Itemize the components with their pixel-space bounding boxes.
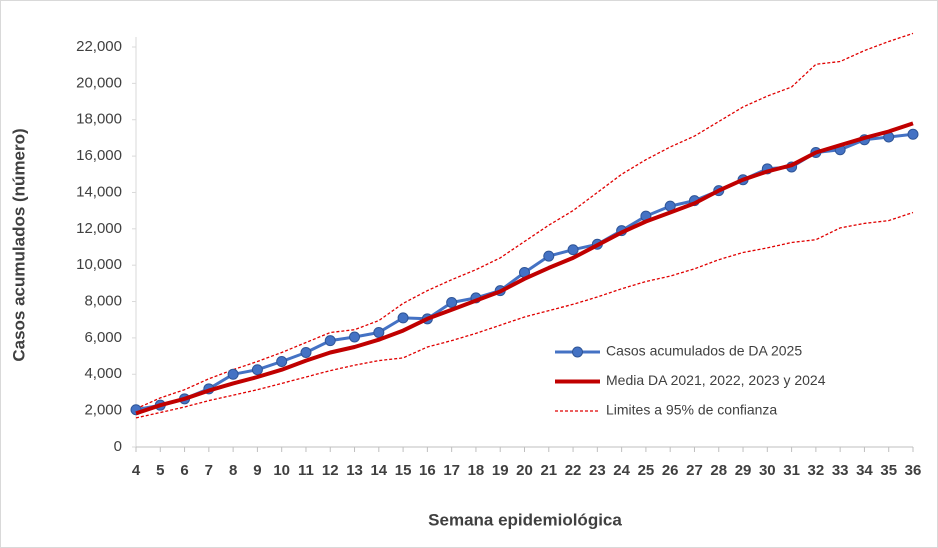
x-tick-label: 23 xyxy=(589,462,606,479)
x-tick-label: 10 xyxy=(273,462,290,479)
series-marker xyxy=(276,356,288,368)
legend-label: Limites a 95% de confianza xyxy=(606,402,777,418)
y-tick-label: 2,000 xyxy=(84,402,122,419)
x-tick-label: 12 xyxy=(322,462,339,479)
x-tick-label: 6 xyxy=(180,462,188,479)
x-tick-label: 25 xyxy=(638,462,655,479)
y-axis-title: Casos acumulados (número) xyxy=(9,128,28,361)
series-line xyxy=(135,121,914,416)
x-tick-label: 27 xyxy=(686,462,703,479)
y-tick-label: 4,000 xyxy=(84,365,122,382)
y-tick-label: 8,000 xyxy=(84,293,122,310)
x-tick-label: 31 xyxy=(783,462,800,479)
y-tick-label: 10,000 xyxy=(76,256,122,273)
y-tick-label: 0 xyxy=(114,438,122,455)
x-tick-label: 21 xyxy=(540,462,557,479)
series-marker xyxy=(300,346,312,358)
series-marker xyxy=(227,368,239,380)
series-marker xyxy=(397,312,409,324)
y-tick-label: 20,000 xyxy=(76,74,122,91)
legend-label: Media DA 2021, 2022, 2023 y 2024 xyxy=(606,372,826,388)
x-tick-label: 14 xyxy=(370,462,387,479)
x-tick-label: 22 xyxy=(565,462,582,479)
series-marker xyxy=(907,128,919,140)
x-tick-label: 20 xyxy=(516,462,533,479)
x-tick-label: 35 xyxy=(880,462,897,479)
y-tick-label: 18,000 xyxy=(76,111,122,128)
legend-label: Casos acumulados de DA 2025 xyxy=(606,343,802,359)
x-tick-label: 9 xyxy=(253,462,261,479)
y-tick-label: 12,000 xyxy=(76,220,122,237)
x-axis-title: Semana epidemiológica xyxy=(428,510,622,529)
series-marker xyxy=(373,326,385,338)
series-marker xyxy=(567,244,579,256)
x-tick-label: 8 xyxy=(229,462,237,479)
y-tick-label: 14,000 xyxy=(76,183,122,200)
x-tick-label: 5 xyxy=(156,462,164,479)
x-tick-label: 36 xyxy=(905,462,922,479)
x-tick-label: 29 xyxy=(735,462,752,479)
x-tick-label: 34 xyxy=(856,462,873,479)
series-marker xyxy=(251,364,263,376)
x-tick-label: 26 xyxy=(662,462,679,479)
x-tick-label: 18 xyxy=(468,462,485,479)
x-tick-label: 16 xyxy=(419,462,436,479)
x-tick-label: 17 xyxy=(443,462,460,479)
y-tick-label: 22,000 xyxy=(76,38,122,55)
x-tick-label: 7 xyxy=(205,462,213,479)
x-tick-label: 4 xyxy=(132,462,141,479)
x-tick-label: 24 xyxy=(613,462,630,479)
x-tick-label: 32 xyxy=(808,462,825,479)
x-tick-label: 15 xyxy=(395,462,412,479)
series-line-lower xyxy=(135,211,914,419)
x-tick-label: 13 xyxy=(346,462,363,479)
y-tick-label: 16,000 xyxy=(76,147,122,164)
x-tick-label: 28 xyxy=(710,462,727,479)
y-tick-label: 6,000 xyxy=(84,329,122,346)
series-marker xyxy=(446,296,458,308)
x-tick-label: 19 xyxy=(492,462,509,479)
series-marker xyxy=(543,250,555,262)
series-marker xyxy=(324,335,336,347)
legend-marker xyxy=(572,346,583,358)
series-marker xyxy=(349,331,361,343)
series-line xyxy=(135,32,914,410)
x-tick-label: 33 xyxy=(832,462,849,479)
x-tick-label: 30 xyxy=(759,462,776,479)
x-tick-label: 11 xyxy=(298,462,314,479)
